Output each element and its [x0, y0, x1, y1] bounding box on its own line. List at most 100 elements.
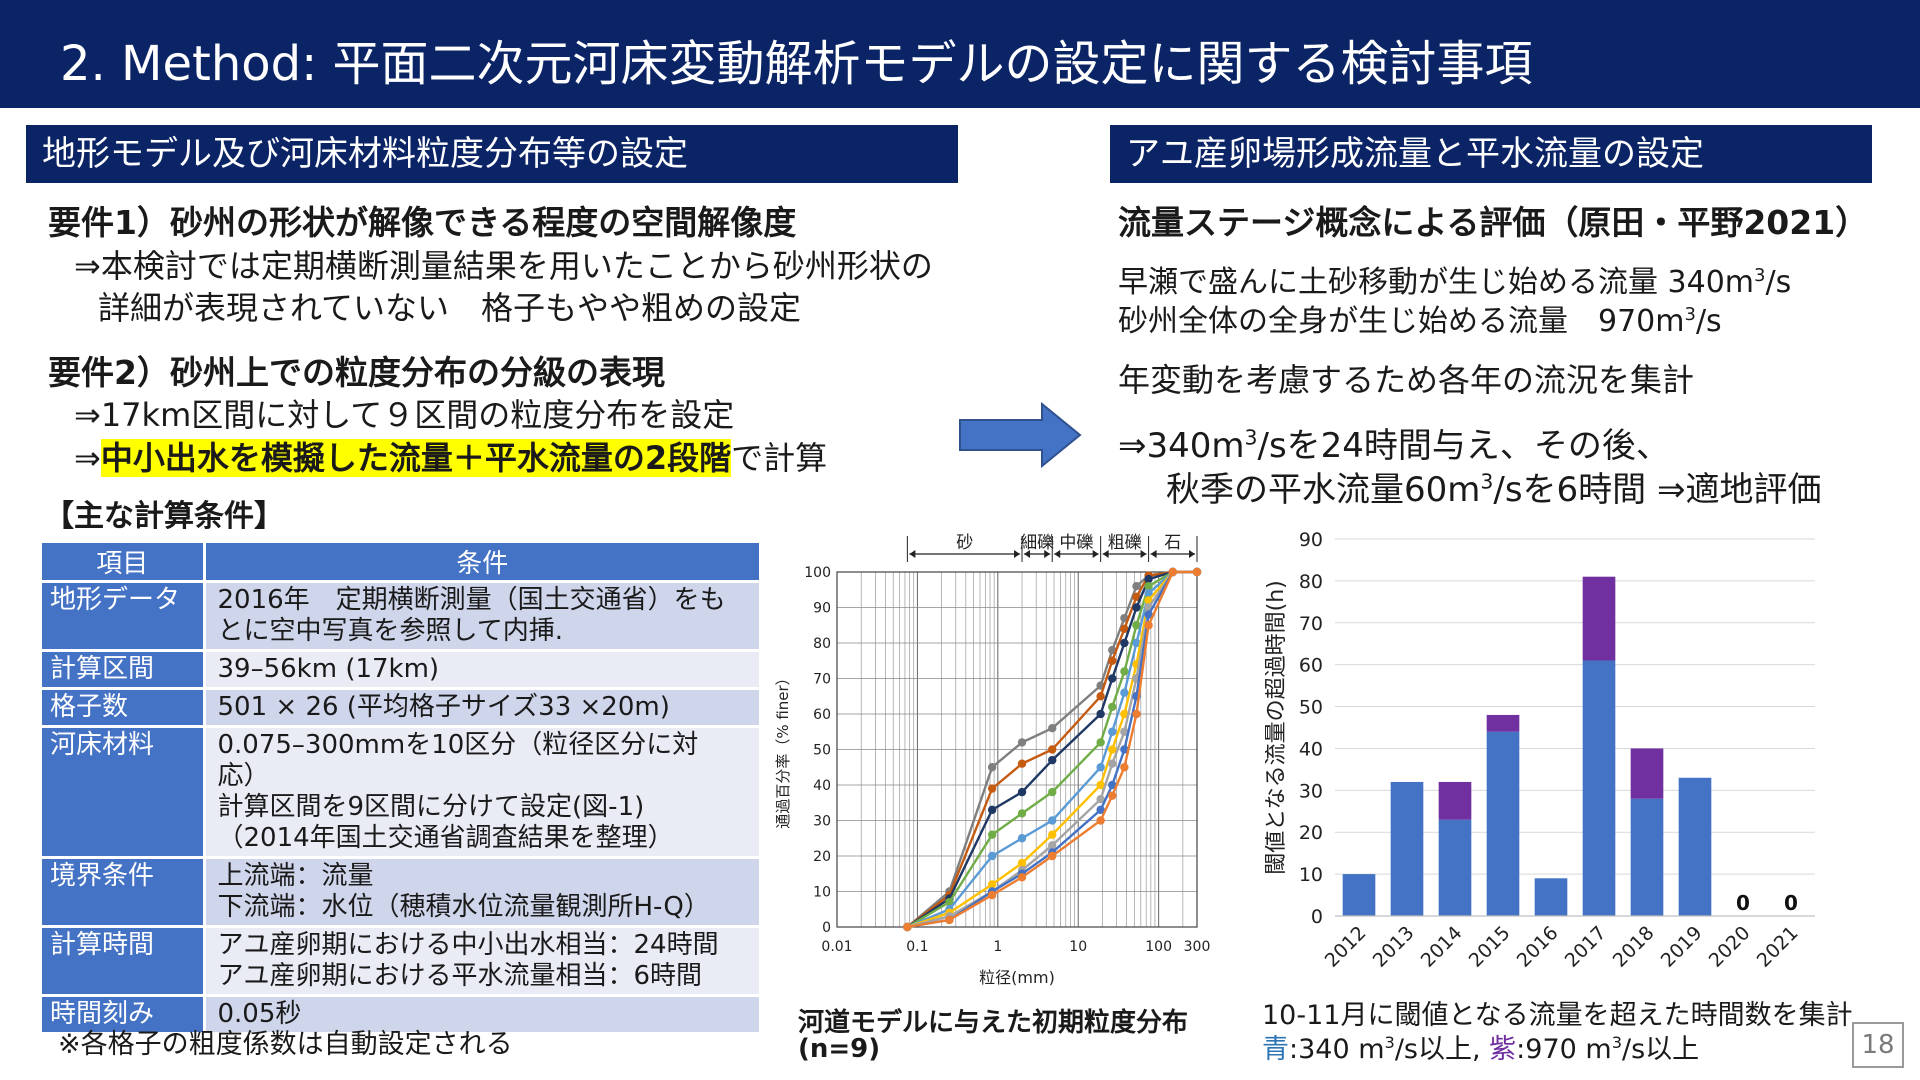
superscript-3: 3	[1754, 265, 1766, 286]
table-row: 計算時間 アユ産卵期における中小出水相当：24時間 アユ産卵期における平水流量相当：…	[42, 926, 759, 997]
grain-data-point	[1132, 621, 1141, 630]
grain-data-point	[1132, 582, 1141, 591]
table-row: 格子数 501 × 26 (平均格子サイズ33 ×20m)	[42, 688, 759, 728]
footnote: ※各格子の粗度係数は自動設定される	[58, 1029, 513, 1060]
grain-data-point	[1017, 787, 1027, 797]
plot-frame	[836, 571, 1198, 928]
y-tick-label: 100	[804, 565, 831, 581]
y-tick-label: 80	[1299, 571, 1323, 593]
condition-line: 上流端：流量	[217, 861, 374, 891]
bar-segment	[1342, 874, 1376, 916]
bar-segment	[1582, 660, 1616, 916]
grain-data-point	[1144, 574, 1153, 584]
condition-line: （2014年国土交通省調査結果を整理）	[217, 823, 674, 853]
y-tick-label: 70	[813, 672, 831, 688]
superscript-3: 3	[1480, 469, 1494, 494]
grain-data-point	[1132, 638, 1141, 648]
y-tick-label: 0	[1311, 906, 1323, 928]
grain-data-point	[1192, 567, 1202, 577]
grain-chart-caption-2: (n=9)	[798, 1034, 881, 1064]
x-tick-label: 0.1	[906, 939, 928, 955]
bar-chart-caption-1: 10-11月に閾値となる流量を超えた時間数を集計	[1262, 1000, 1853, 1031]
bar-segment	[1534, 878, 1568, 916]
flow-threshold-1-unit: /s	[1765, 265, 1792, 300]
grain-data-point	[987, 805, 997, 815]
grain-data-point	[1048, 816, 1057, 825]
grain-data-point	[1120, 709, 1129, 719]
grain-series-line	[906, 570, 1197, 929]
y-tick-label: 80	[813, 636, 831, 652]
procedure-line-2: 秋季の平水流量60m3/sを6時間 ⇒適地評価	[1166, 462, 1821, 511]
size-class-arrowhead	[909, 550, 916, 558]
table-cell-condition: 501 × 26 (平均格子サイズ33 ×20m)	[204, 688, 759, 728]
x-tick-label: 2013	[1369, 922, 1419, 972]
size-class-arrowhead	[1092, 550, 1099, 558]
size-class-arrowhead	[1150, 550, 1157, 558]
requirement-1-title: 要件1）砂州の形状が解像できる程度の空間解像度	[48, 203, 797, 242]
table-cell-condition: 上流端：流量 下流端：水位（穂積水位流量観測所H-Q）	[204, 857, 759, 928]
grain-data-point	[1120, 688, 1129, 697]
table-cell-condition: アユ産卵期における中小出水相当：24時間 アユ産卵期における平水流量相当：6時間	[204, 926, 759, 997]
table-cell-condition: 0.075–300mmを10区分（粒径区分に対 応） 計算区間を9区間に分けて設定(…	[204, 726, 759, 859]
grain-data-point	[1144, 621, 1153, 630]
condition-line: アユ産卵期における平水流量相当：6時間	[217, 961, 703, 991]
size-class-label: 細礫	[1020, 533, 1054, 553]
requirement-1-line-2: 詳細が表現されていない 格子もやや粗めの設定	[98, 289, 802, 327]
page-number: 18	[1852, 1022, 1904, 1068]
condition-line: 2016年 定期横断測量（国土交通省）をも	[217, 585, 726, 615]
y-tick-label: 30	[813, 814, 831, 830]
bar-segment	[1390, 781, 1424, 916]
size-class-arrowhead	[1102, 550, 1109, 558]
flow-threshold-2-text: 砂州全体の全身が生じ始める流量 970m	[1118, 304, 1685, 339]
flow-threshold-2: 砂州全体の全身が生じ始める流量 970m3/s	[1118, 296, 1722, 340]
grain-chart-caption-1: 河道モデルに与えた初期粒度分布	[798, 1008, 1189, 1038]
grain-series-line	[906, 570, 1197, 929]
table-cell-item: 境界条件	[42, 857, 206, 928]
grain-data-point	[945, 915, 954, 925]
x-tick-label: 2018	[1609, 922, 1659, 972]
grain-data-point	[1096, 816, 1105, 825]
grain-data-point	[1144, 610, 1153, 619]
caption-blue-value: :340 m	[1289, 1034, 1385, 1065]
requirement-1-line-1: ⇒本検討では定期横断測量結果を用いたことから砂州形状の	[74, 247, 933, 285]
x-tick-label: 2012	[1321, 922, 1371, 972]
size-class-arrowhead	[1044, 550, 1051, 558]
slide-title: 2. Method: 平面二次元河床変動解析モデルの設定に関する検討事項	[60, 36, 1533, 92]
procedure-1-b: /sを24時間与え、その後、	[1257, 426, 1670, 466]
grain-data-point	[987, 763, 997, 772]
grain-data-point	[1108, 759, 1117, 768]
y-axis-label: 通過百分率（% finer）	[774, 670, 792, 828]
grain-data-point	[1108, 791, 1117, 800]
grain-data-point	[1108, 780, 1117, 790]
size-class-arrowhead	[1140, 550, 1147, 558]
y-tick-label: 70	[1299, 613, 1323, 635]
requirement-2-line-1: ⇒17km区間に対して９区間の粒度分布を設定	[74, 396, 735, 434]
condition-line: 応）	[217, 761, 270, 791]
grain-data-point	[1120, 667, 1129, 676]
right-section-header: アユ産卵場形成流量と平水流量の設定	[1110, 125, 1872, 183]
condition-line: 39–56km (17km)	[217, 654, 440, 684]
bar-segment	[1486, 714, 1520, 732]
grain-series-line	[907, 570, 1197, 929]
grain-size-distribution-chart: 0 10 20 30 40 50 60 70 80 90 100 0.01 0.1 1 10 100 300 粒径…	[774, 533, 1210, 987]
grain-data-point	[945, 897, 954, 907]
condition-line: 501 × 26 (平均格子サイズ33 ×20m)	[217, 692, 670, 722]
condition-line: 0.05秒	[217, 999, 302, 1029]
x-tick-label: 2016	[1513, 922, 1563, 972]
superscript-3: 3	[1684, 304, 1696, 325]
grain-data-point	[1096, 805, 1105, 815]
grain-data-point	[1120, 745, 1129, 754]
arrow-prefix: ⇒	[74, 439, 101, 477]
table-cell-condition: 2016年 定期横断測量（国土交通省）をも とに空中写真を参照して内挿.	[204, 581, 759, 652]
bar-segment	[1630, 748, 1664, 799]
bar-segment	[1630, 798, 1664, 916]
flow-threshold-1: 早瀬で盛んに土砂移動が生じ始める流量 340m3/s	[1118, 257, 1791, 301]
x-tick-label: 2021	[1753, 922, 1803, 972]
table-cell-condition: 0.05秒	[204, 995, 759, 1035]
annual-variation-text: 年変動を考慮するため各年の流況を集計	[1118, 361, 1695, 399]
caption-blue-label: 青	[1262, 1034, 1289, 1065]
exceedance-hours-bar-chart: 0102030405060708090閾値となる流量の超過時間(h)201220…	[1265, 529, 1815, 972]
y-tick-label: 50	[813, 743, 831, 759]
grain-data-point	[1048, 851, 1057, 861]
superscript-3: 3	[1244, 425, 1258, 450]
